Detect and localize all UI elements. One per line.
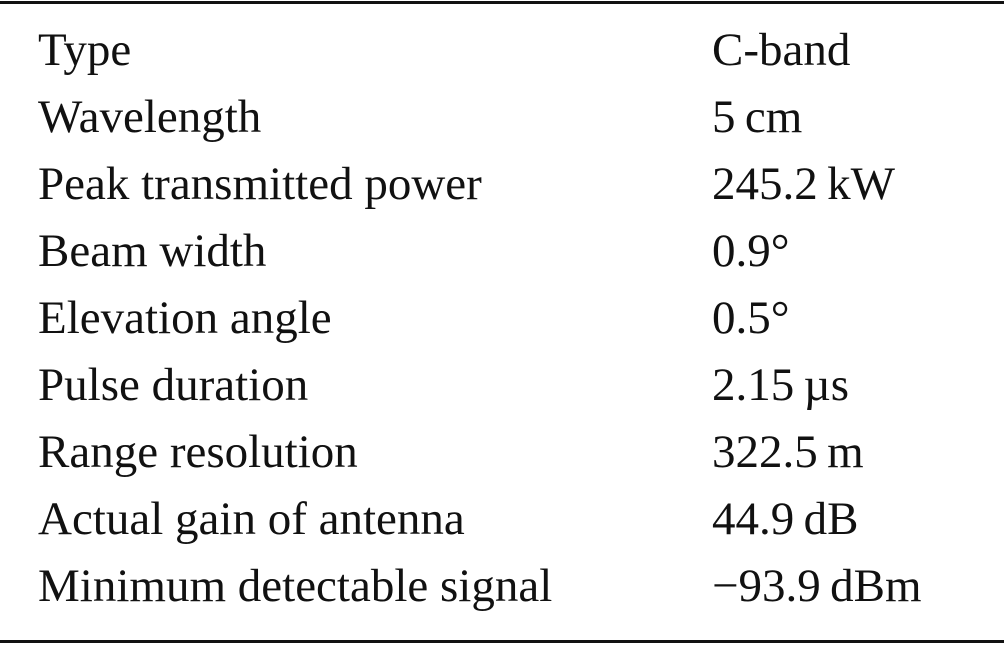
row-value: 0.9° — [712, 225, 790, 277]
row-label: Type — [38, 24, 132, 76]
row-label: Elevation angle — [38, 292, 332, 344]
row-label: Range resolution — [38, 426, 358, 478]
top-rule — [0, 1, 1004, 4]
row-value: 322.5 m — [712, 426, 864, 478]
bottom-rule — [0, 640, 1004, 643]
row-value: 2.15 µs — [712, 359, 850, 411]
row-value: 0.5° — [712, 292, 790, 344]
row-value: −93.9 dBm — [712, 560, 922, 612]
row-value: 245.2 kW — [712, 158, 896, 210]
row-label: Beam width — [38, 225, 267, 277]
row-value: 5 cm — [712, 91, 803, 143]
row-label: Wavelength — [38, 91, 262, 143]
row-label: Peak transmitted power — [38, 158, 482, 210]
row-label: Minimum detectable signal — [38, 560, 553, 612]
row-label: Actual gain of antenna — [38, 493, 465, 545]
row-value: 44.9 dB — [712, 493, 859, 545]
row-value: C-band — [712, 24, 851, 76]
row-label: Pulse duration — [38, 359, 309, 411]
